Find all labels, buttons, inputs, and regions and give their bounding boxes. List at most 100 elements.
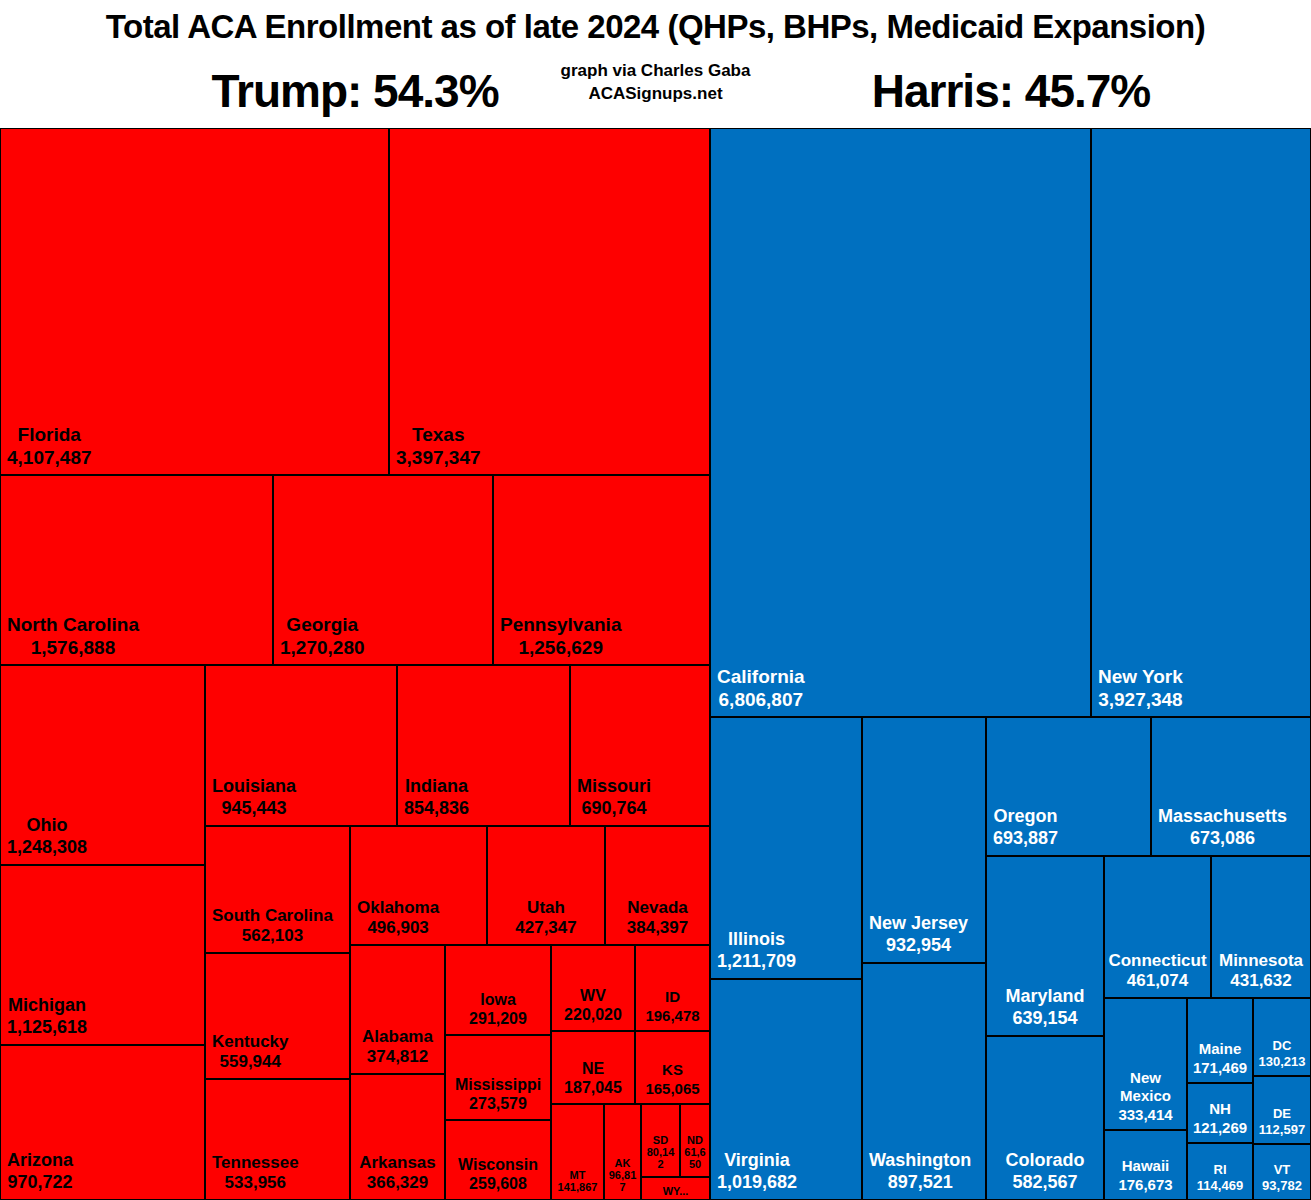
state-name: Virginia: [717, 1150, 797, 1172]
treemap-cell-ne: NE187,045: [551, 1031, 635, 1104]
state-value: 3,397,347: [396, 446, 481, 469]
state-value: 1,270,280: [280, 636, 365, 659]
cell-label: Mississippi273,579: [448, 1075, 548, 1114]
state-name: Oregon: [993, 806, 1058, 828]
state-value: 374,812: [353, 1047, 442, 1068]
credit: graph via Charles Gaba ACASignups.net: [0, 60, 1311, 106]
treemap-cell-hawaii: Hawaii176,673: [1104, 1130, 1187, 1200]
cell-label: Georgia1,270,280: [280, 613, 365, 659]
state-name: Arkansas: [353, 1153, 442, 1174]
cell-label: Texas3,397,347: [396, 423, 481, 469]
cell-label: Indiana854,836: [404, 776, 469, 820]
cell-label: Ohio1,248,308: [7, 815, 87, 859]
state-name: ID: [638, 988, 707, 1006]
treemap-cell-colorado: Colorado582,567: [986, 1036, 1104, 1200]
state-value: 171,469: [1190, 1059, 1250, 1077]
cell-label: MT141,867: [554, 1170, 601, 1194]
treemap-cell-ri: RI114,469: [1187, 1143, 1253, 1200]
state-value: 1,211,709: [717, 951, 796, 973]
state-name: New York: [1098, 665, 1183, 688]
treemap-cell-iowa: Iowa291,209: [445, 945, 551, 1035]
cell-label: Arkansas366,329: [353, 1153, 442, 1194]
treemap-cell-california: California6,806,807: [710, 128, 1091, 717]
state-value: 80,142: [644, 1147, 677, 1171]
state-value: 6,806,807: [717, 688, 805, 711]
state-value: 693,887: [993, 828, 1058, 850]
treemap-cell-maine: Maine171,469: [1187, 998, 1253, 1083]
cell-label: SD80,142: [644, 1135, 677, 1171]
cell-label: Nevada384,397: [608, 898, 707, 939]
cell-label: Missouri690,764: [577, 776, 651, 820]
chart-title: Total ACA Enrollment as of late 2024 (QH…: [0, 8, 1311, 46]
state-value: 427,347: [490, 918, 602, 939]
treemap-cell-missouri: Missouri690,764: [570, 665, 710, 826]
cell-label: Utah427,347: [490, 898, 602, 939]
state-value: 533,956: [212, 1173, 299, 1194]
state-value: 112,597: [1256, 1122, 1308, 1138]
state-name: Louisiana: [212, 776, 296, 798]
state-name: California: [717, 665, 805, 688]
state-name: Tennessee: [212, 1153, 299, 1174]
treemap-cell-wv: WV220,020: [551, 945, 635, 1031]
cell-label: VT93,782: [1256, 1162, 1308, 1194]
state-name: Ohio: [7, 815, 87, 837]
cell-label: Oregon693,887: [993, 806, 1058, 850]
cell-label: Alabama374,812: [353, 1027, 442, 1068]
state-name: Alabama: [353, 1027, 442, 1048]
state-name: North Carolina: [7, 613, 139, 636]
state-name: Georgia: [280, 613, 365, 636]
treemap-cell-massachusetts: Massachusetts673,086: [1151, 717, 1311, 856]
cell-label: Maryland639,154: [989, 986, 1101, 1030]
credit-line-1: graph via Charles Gaba: [0, 60, 1311, 83]
state-name: Maine: [1190, 1040, 1250, 1058]
state-value: 854,836: [404, 798, 469, 820]
state-value: 4,107,487: [7, 446, 92, 469]
state-value: 366,329: [353, 1173, 442, 1194]
state-value: 141,867: [554, 1182, 601, 1194]
state-name: KS: [638, 1061, 707, 1079]
cell-label: ND61,650: [683, 1135, 707, 1171]
state-name: DC: [1256, 1038, 1308, 1054]
state-value: 259,608: [448, 1174, 548, 1194]
state-value: 61,650: [683, 1147, 707, 1171]
treemap-cell-sd: SD80,142: [641, 1104, 680, 1177]
state-name: Massachusetts: [1158, 806, 1287, 828]
cell-label: DE112,597: [1256, 1106, 1308, 1138]
treemap-cell-north-carolina: North Carolina1,576,888: [0, 475, 273, 665]
treemap-cell-louisiana: Louisiana945,443: [205, 665, 397, 826]
state-name: NH: [1190, 1100, 1250, 1118]
treemap-cell-kentucky: Kentucky559,944: [205, 953, 350, 1079]
cell-label: Kentucky559,944: [212, 1032, 289, 1073]
state-name: Minnesota: [1214, 951, 1308, 972]
state-value: 690,764: [577, 798, 651, 820]
cell-label: Maine171,469: [1190, 1040, 1250, 1077]
treemap-cell-vt: VT93,782: [1253, 1144, 1311, 1200]
treemap-cell-minnesota: Minnesota431,632: [1211, 856, 1311, 998]
cell-label: Massachusetts673,086: [1158, 806, 1287, 850]
cell-label: NH121,269: [1190, 1100, 1250, 1137]
state-name: Illinois: [717, 929, 796, 951]
credit-line-2: ACASignups.net: [0, 83, 1311, 106]
cell-label: South Carolina562,103: [212, 906, 333, 947]
state-name: VT: [1256, 1162, 1308, 1178]
treemap-cell-wy: WY...: [641, 1177, 710, 1200]
state-name: Pennsylvania: [500, 613, 621, 636]
cell-label: Connecticut461,074: [1107, 951, 1208, 992]
state-value: 220,020: [554, 1005, 632, 1025]
treemap-cell-pennsylvania: Pennsylvania1,256,629: [493, 475, 710, 665]
cell-label: Iowa291,209: [448, 990, 548, 1029]
state-name: Arizona: [7, 1150, 73, 1172]
state-value: 562,103: [212, 926, 333, 947]
page: Florida4,107,487Texas3,397,347 North Caro…: [0, 0, 1311, 1200]
treemap-cell-texas: Texas3,397,347: [389, 128, 710, 475]
cell-label: Pennsylvania1,256,629: [500, 613, 621, 659]
treemap-cell-florida: Florida4,107,487: [0, 128, 389, 475]
state-name: Connecticut: [1107, 951, 1208, 972]
treemap-cell-nevada: Nevada384,397: [605, 826, 710, 945]
treemap-cell-south-carolina: South Carolina562,103: [205, 826, 350, 953]
header: Total ACA Enrollment as of late 2024 (QH…: [0, 0, 1311, 128]
treemap-cell-alabama: Alabama374,812: [350, 945, 445, 1074]
state-name: Washington: [869, 1150, 971, 1172]
treemap-cell-tennessee: Tennessee533,956: [205, 1079, 350, 1200]
state-value: 176,673: [1107, 1176, 1184, 1194]
